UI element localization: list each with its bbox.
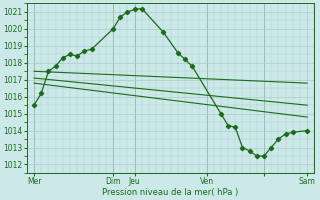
X-axis label: Pression niveau de la mer( hPa ): Pression niveau de la mer( hPa )	[102, 188, 239, 197]
